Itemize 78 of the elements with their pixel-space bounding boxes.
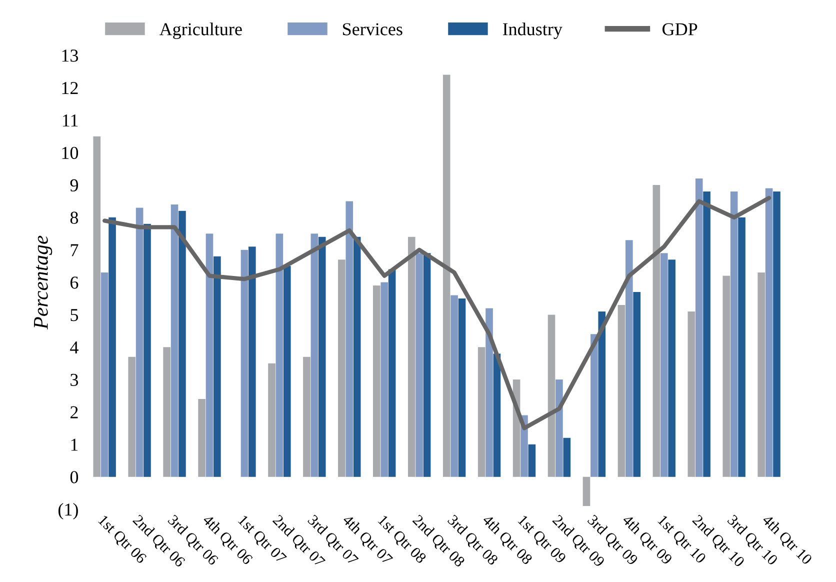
bar (450, 295, 458, 477)
bar (633, 292, 640, 477)
bar (303, 356, 310, 477)
bar (346, 201, 354, 477)
bar (100, 272, 108, 477)
bar (590, 334, 598, 477)
bar (178, 210, 186, 477)
bar (198, 399, 206, 477)
bar (318, 236, 326, 477)
bar (214, 256, 221, 477)
bar (388, 269, 396, 477)
y-tick-label: 6 (70, 276, 78, 289)
bar (380, 282, 388, 477)
y-tick-label: 0 (70, 471, 78, 484)
y-tick-label: 2 (70, 406, 78, 418)
y-tick-label: 13 (62, 50, 78, 62)
bar (310, 234, 318, 477)
bar (548, 314, 556, 477)
bar (695, 178, 703, 477)
bar (688, 311, 696, 477)
bar (556, 380, 563, 477)
bar (276, 234, 284, 477)
bar (652, 184, 660, 477)
bar (283, 266, 291, 477)
bar (170, 204, 178, 477)
bar (668, 260, 676, 477)
bar (626, 240, 633, 477)
bar (144, 224, 151, 477)
y-axis-title: Percentage (34, 236, 52, 330)
bar (163, 347, 170, 477)
bar (268, 363, 276, 477)
bar (128, 356, 136, 477)
bar (528, 444, 536, 477)
bar (206, 234, 214, 477)
y-tick-label: 9 (70, 179, 78, 192)
y-tick-label: 3 (70, 374, 78, 386)
bar (248, 246, 256, 477)
bar (618, 304, 626, 477)
bar (373, 286, 380, 477)
bar (478, 347, 486, 477)
y-tick-label: 10 (62, 146, 78, 160)
bar (423, 253, 431, 477)
legend-label: Services (343, 23, 402, 36)
bar (758, 272, 765, 477)
bar (582, 476, 590, 506)
y-tick-label: (1) (58, 502, 78, 520)
bar (240, 250, 248, 477)
bar (493, 354, 501, 477)
bar (353, 236, 361, 477)
bar (563, 438, 571, 477)
bar (722, 276, 730, 477)
bar (660, 253, 668, 477)
y-tick-label: 8 (70, 212, 78, 224)
bar (730, 191, 738, 477)
y-tick-label: 11 (62, 114, 78, 126)
y-tick-label: 7 (70, 244, 78, 256)
bar (338, 260, 346, 477)
bar (738, 217, 746, 477)
line-series (102, 196, 772, 430)
y-tick-label: 4 (70, 342, 78, 354)
legend-label: GDP (662, 23, 698, 36)
bar (136, 208, 144, 477)
bar (765, 188, 773, 477)
bar (703, 191, 710, 477)
bar (598, 311, 606, 477)
bar (442, 74, 450, 477)
y-tick-label: 5 (70, 309, 78, 322)
y-tick-label: 12 (62, 82, 78, 94)
y-tick-label: 1 (71, 438, 78, 451)
legend-label: Industry (502, 22, 562, 40)
bar (416, 253, 423, 477)
bar (408, 236, 416, 477)
legend-label: Agriculture (159, 22, 242, 40)
bar (773, 191, 780, 477)
bar (108, 217, 116, 477)
bar (93, 136, 101, 477)
bar (486, 308, 493, 477)
bar (458, 298, 466, 477)
